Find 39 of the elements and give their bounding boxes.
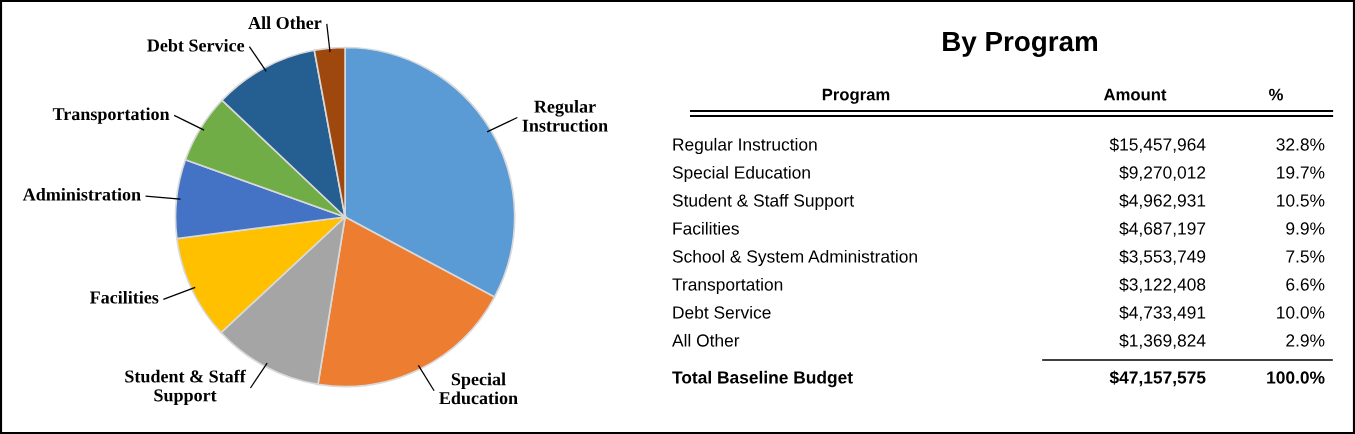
slice-label: Facilities xyxy=(89,290,159,304)
text: 10.0% xyxy=(1277,306,1325,319)
text: $9,270,012 xyxy=(1119,165,1206,181)
text: Transportation xyxy=(672,277,783,295)
text: 100.0% xyxy=(1267,371,1325,384)
text: $1,369,824 xyxy=(1119,333,1206,349)
text: $47,157,575 xyxy=(1109,370,1206,387)
text: Program xyxy=(822,88,890,104)
text: $15,457,964 xyxy=(1109,137,1206,153)
text: $3,122,408 xyxy=(1119,277,1206,293)
text: 32.8% xyxy=(1276,138,1325,151)
slice-label: Transportation xyxy=(52,107,170,124)
text: All Other xyxy=(672,333,740,347)
text: Special Education xyxy=(672,165,810,183)
text: Student & Staff Support xyxy=(672,193,854,211)
slice-label: Regular Instruction xyxy=(522,100,608,132)
slice-label: Special Education xyxy=(439,372,518,405)
text: Amount xyxy=(1103,88,1167,101)
text: 6.6% xyxy=(1286,278,1325,291)
text: 10.5% xyxy=(1277,194,1325,207)
text: School & System Administration xyxy=(672,249,917,267)
text: 7.5% xyxy=(1286,250,1325,263)
text: Regular Instruction xyxy=(673,137,817,155)
text: 2.9% xyxy=(1286,334,1325,347)
text: $3,553,749 xyxy=(1119,249,1206,265)
text: 19.7% xyxy=(1277,166,1325,179)
slice-label: Administration xyxy=(22,187,141,201)
text: Total Baseline Budget xyxy=(672,370,853,388)
text: By Program xyxy=(943,31,1098,57)
text: $4,687,197 xyxy=(1119,221,1206,237)
text: $4,733,491 xyxy=(1119,305,1206,321)
text: Debt Service xyxy=(673,305,771,319)
text: 9.9% xyxy=(1286,222,1325,235)
text: % xyxy=(1269,88,1283,101)
slice-label: Student & Staff Support xyxy=(125,369,246,406)
slice-label: All Other xyxy=(248,16,322,30)
text: Facilities xyxy=(673,221,739,235)
slice-label: Debt Service xyxy=(147,38,245,52)
text: $4,962,931 xyxy=(1119,193,1206,209)
